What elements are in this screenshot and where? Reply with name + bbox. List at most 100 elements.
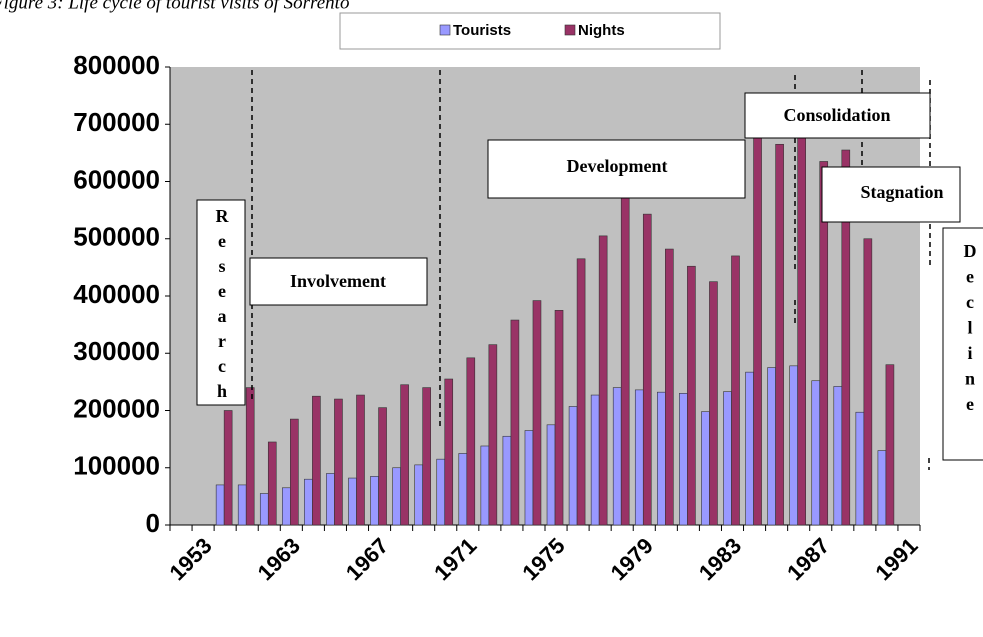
- y-tick-label: 300000: [73, 336, 160, 366]
- annotation: Consolidation: [783, 105, 890, 125]
- bar: [400, 384, 409, 526]
- annotation: Involvement: [290, 271, 386, 291]
- bar: [797, 112, 806, 526]
- annotation-box: [196, 199, 246, 406]
- bar: [356, 394, 365, 526]
- bar: [620, 181, 630, 526]
- bar: [767, 367, 776, 526]
- y-tick-label: 800000: [73, 50, 160, 80]
- y-tick-label: 100000: [73, 451, 160, 481]
- bar: [701, 411, 710, 526]
- bar: [458, 453, 468, 526]
- y-tick-label: 700000: [73, 107, 160, 137]
- bar: [466, 357, 476, 526]
- bar: [546, 424, 556, 526]
- bar: [392, 467, 401, 526]
- x-tick-label: 1963: [253, 533, 305, 585]
- x-tick-label: 1975: [517, 533, 569, 585]
- bar: [819, 161, 829, 526]
- annotation: Development: [567, 156, 668, 176]
- bar: [775, 143, 784, 526]
- x-tick-label: 1953: [164, 533, 216, 585]
- chart-title: Figure 3: Life cycle of tourist visits o…: [0, 0, 349, 13]
- bar: [877, 450, 887, 526]
- bar: [334, 398, 343, 526]
- bar: [723, 391, 732, 526]
- y-tick-label: 200000: [73, 393, 160, 423]
- bar: [348, 477, 357, 526]
- x-tick-label: 1979: [606, 533, 658, 585]
- bar: [554, 310, 564, 526]
- x-tick-label: 1971: [429, 533, 481, 585]
- bar: [642, 213, 652, 526]
- y-tick-label: 400000: [73, 279, 160, 309]
- x-tick-label: 1983: [694, 533, 746, 585]
- bar: [753, 112, 762, 526]
- annotation-box: [942, 227, 983, 461]
- legend-swatch: [439, 24, 451, 36]
- legend-label: Tourists: [453, 22, 511, 39]
- bar: [290, 418, 299, 526]
- bar: [524, 430, 534, 526]
- bar: [657, 391, 666, 526]
- legend-swatch: [564, 24, 576, 36]
- bar: [326, 473, 335, 526]
- y-tick-label: 0: [146, 508, 160, 538]
- bar: [304, 478, 313, 526]
- bar: [568, 406, 578, 526]
- bar: [590, 394, 600, 526]
- bar: [612, 387, 622, 526]
- x-tick-label: 1991: [870, 533, 922, 585]
- bar: [436, 458, 446, 526]
- bar: [634, 389, 644, 526]
- y-tick-label: 500000: [73, 222, 160, 252]
- bar: [576, 258, 586, 526]
- bar: [312, 395, 321, 526]
- bar: [282, 487, 291, 526]
- bar: [223, 410, 233, 526]
- bar: [245, 387, 255, 526]
- x-tick-label: 1987: [782, 533, 834, 585]
- bar: [237, 484, 247, 526]
- bar: [370, 476, 379, 526]
- bar: [811, 380, 821, 526]
- legend-label: Nights: [578, 22, 625, 39]
- bar: [841, 149, 851, 526]
- bar: [731, 255, 740, 526]
- bar: [885, 364, 895, 526]
- bar: [709, 281, 718, 526]
- bar: [745, 371, 754, 526]
- bar: [414, 464, 423, 526]
- bar: [378, 407, 387, 526]
- annotation-box: [744, 92, 931, 139]
- bar: [215, 484, 225, 526]
- bar: [480, 445, 490, 526]
- bar: [598, 235, 608, 526]
- y-tick-label: 600000: [73, 164, 160, 194]
- bar: [833, 386, 843, 526]
- bar: [422, 387, 431, 526]
- bar: [863, 238, 873, 526]
- bar: [444, 378, 454, 526]
- bar: [259, 493, 269, 526]
- bar: [510, 319, 520, 526]
- bar: [679, 393, 688, 526]
- legend: Tourists Nights: [339, 12, 721, 50]
- annotation: Stagnation: [860, 182, 943, 202]
- bar: [488, 344, 498, 526]
- bar: [789, 365, 798, 526]
- annotation-box: [821, 166, 961, 223]
- bar: [855, 411, 865, 526]
- legend-box: [339, 12, 721, 50]
- bar: [532, 300, 542, 526]
- bar: [687, 265, 696, 526]
- x-tick-label: 1967: [341, 533, 393, 585]
- annotation-box: [249, 257, 428, 306]
- bar: [665, 248, 674, 526]
- annotation-box: [487, 139, 746, 199]
- bar: [267, 441, 277, 526]
- bar: [502, 435, 512, 526]
